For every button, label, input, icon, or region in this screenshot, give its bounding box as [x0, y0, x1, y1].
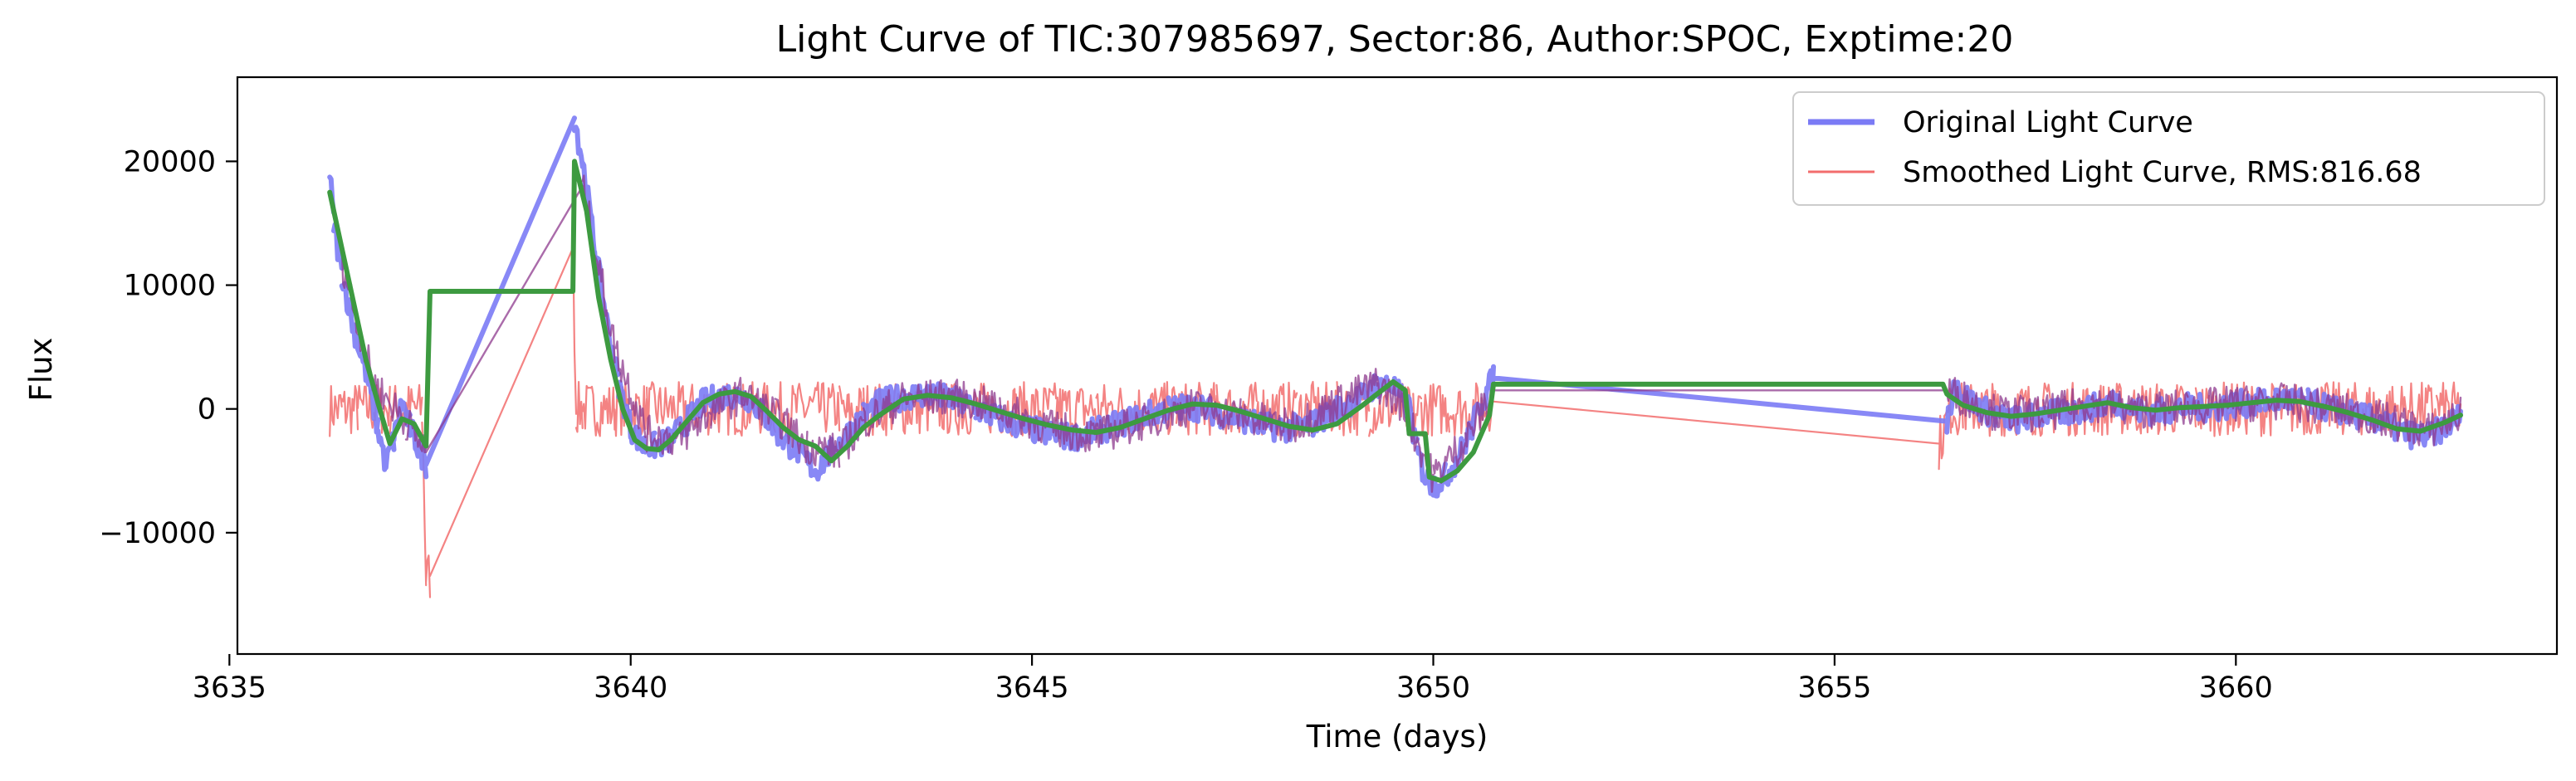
y-tick-label: −10000 — [99, 517, 216, 550]
x-axis-label: Time (days) — [1306, 719, 1488, 754]
y-tick-label: 20000 — [124, 145, 216, 178]
legend-box — [1792, 91, 2545, 206]
x-tick-label: 3650 — [1396, 671, 1470, 705]
x-tick-label: 3635 — [193, 671, 266, 705]
series-layer — [327, 115, 2463, 598]
y-tick-label: 0 — [198, 393, 216, 427]
legend-label-smoothed: Smoothed Light Curve, RMS:816.68 — [1903, 156, 2422, 189]
x-axis: 3635 3640 3645 3650 3655 3660 — [193, 654, 2273, 705]
x-tick-label: 3660 — [2199, 671, 2273, 705]
plot-area: 3635 3640 3645 3650 3655 3660 −10000 0 10000 200… — [99, 76, 2559, 705]
y-axis: −10000 0 10000 20000 — [99, 145, 237, 550]
x-tick-label: 3640 — [594, 671, 667, 705]
y-tick-label: 10000 — [124, 270, 216, 303]
series-smooth-trend — [327, 159, 2463, 484]
legend-label-original: Original Light Curve — [1903, 106, 2193, 139]
plot-frame — [236, 76, 2559, 656]
y-axis-label: Flux — [23, 338, 59, 402]
x-tick-label: 3645 — [995, 671, 1069, 705]
legend: Original Light Curve Smoothed Light Curv… — [1792, 91, 2545, 206]
chart-title: Light Curve of TIC:307985697, Sector:86,… — [776, 18, 2014, 61]
x-tick-label: 3655 — [1797, 671, 1871, 705]
